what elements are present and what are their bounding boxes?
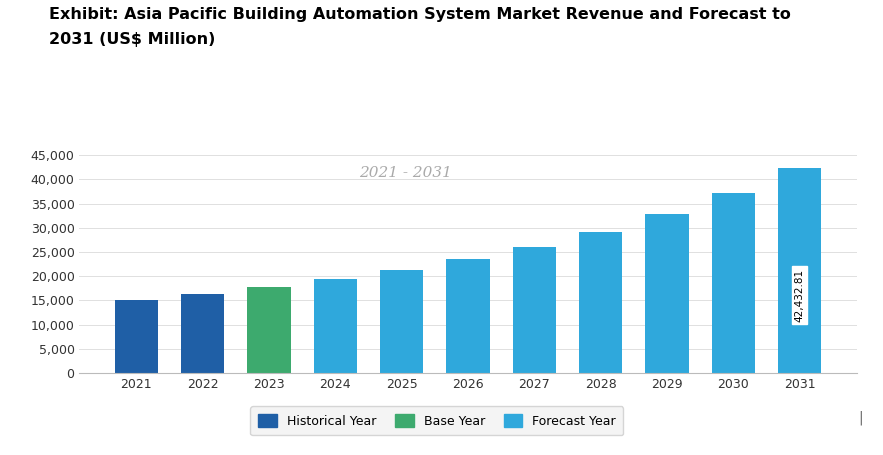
Bar [247, 287, 291, 373]
Text: 2031 (US$ Million): 2031 (US$ Million) [49, 32, 215, 47]
Bar [115, 299, 158, 373]
Bar [579, 232, 623, 373]
Bar [313, 279, 357, 373]
Bar [181, 294, 224, 373]
Bar [712, 193, 755, 373]
Bar [447, 259, 489, 373]
Bar [513, 247, 556, 373]
Bar [645, 214, 689, 373]
Text: 2021 - 2031: 2021 - 2031 [359, 166, 452, 180]
Legend: Historical Year, Base Year, Forecast Year: Historical Year, Base Year, Forecast Yea… [251, 406, 623, 435]
Bar [380, 270, 423, 373]
Bar [778, 168, 821, 373]
Text: 42,432.81: 42,432.81 [795, 268, 804, 322]
Text: Exhibit: Asia Pacific Building Automation System Market Revenue and Forecast to: Exhibit: Asia Pacific Building Automatio… [49, 7, 790, 22]
Text: |: | [858, 411, 864, 425]
